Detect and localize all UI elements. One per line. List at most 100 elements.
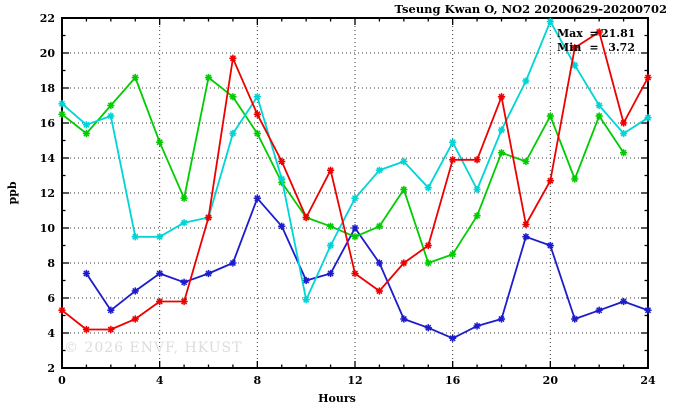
series-green-marker (180, 194, 188, 202)
x-tick-label: 16 (445, 374, 461, 387)
y-tick-label: 16 (40, 117, 56, 130)
series-blue-marker (156, 269, 164, 278)
series-cyan-marker (351, 194, 359, 202)
series-blue-marker (400, 315, 408, 323)
series-green-marker (424, 259, 432, 267)
series-cyan-marker (253, 93, 261, 101)
series-blue-line (85, 197, 649, 340)
series-red-marker (449, 156, 457, 164)
series-red-marker (424, 241, 432, 250)
series-red-marker (644, 73, 652, 82)
y-tick-label: 12 (40, 187, 55, 200)
series-blue-marker (522, 233, 530, 241)
series-red-marker (204, 213, 213, 222)
y-tick-label: 6 (47, 292, 55, 305)
series-green-marker (449, 250, 457, 258)
series-blue-marker (82, 269, 91, 278)
series-blue-marker (619, 297, 628, 306)
y-tick-label: 14 (40, 152, 56, 165)
series-cyan-marker (400, 157, 408, 166)
series-cyan-marker (156, 233, 164, 241)
y-tick-label: 4 (47, 327, 55, 340)
series-red-marker (522, 220, 530, 229)
series-blue-marker (278, 222, 286, 230)
series-cyan-marker (326, 241, 335, 250)
series-blue-marker (497, 315, 506, 323)
y-axis-title: ppb (6, 181, 19, 205)
legend-min-label: Min (557, 40, 582, 54)
chart-title: Tseung Kwan O, NO2 20200629-20200702 (394, 2, 667, 16)
series-red-marker (82, 325, 91, 334)
series-green-marker (619, 149, 628, 157)
watermark-text: © 2026 ENVF, HKUST (64, 340, 243, 356)
series-cyan-marker (571, 61, 579, 69)
series-blue-marker (644, 306, 652, 314)
legend-min-value: 3.72 (608, 40, 635, 54)
max-min-legend: Max = 21.81 Min = 3.72 (557, 27, 635, 54)
legend-min-eq: = (589, 40, 599, 54)
series-red-marker (497, 93, 506, 101)
series-green-marker (82, 129, 91, 138)
series-blue-marker (204, 269, 213, 278)
series-green-marker (131, 73, 139, 82)
series-cyan-marker (473, 185, 481, 194)
series-green-marker (473, 212, 481, 220)
series-blue-marker (375, 259, 384, 267)
series-green-marker (497, 149, 506, 157)
series-cyan-marker (107, 112, 115, 120)
legend-min-row: Min = 3.72 (557, 41, 635, 55)
series-blue-marker (326, 269, 335, 278)
series-red-marker (302, 213, 310, 222)
series-cyan-marker (522, 77, 530, 85)
y-tick-label: 18 (40, 82, 56, 95)
x-tick-label: 12 (347, 374, 362, 387)
series-green-marker (595, 112, 603, 120)
series-green-marker (229, 93, 237, 101)
series-red-marker (278, 157, 286, 166)
series-cyan-marker (302, 296, 310, 304)
series-blue-marker (131, 287, 139, 295)
legend-max-row: Max = 21.81 (557, 27, 635, 41)
series-green-marker (546, 112, 554, 120)
series-red-marker (351, 269, 359, 278)
series-blue-marker (107, 306, 115, 314)
series-cyan-marker (82, 121, 91, 129)
series-blue-marker (229, 259, 237, 267)
series-green-marker (204, 73, 213, 82)
series-red-marker (375, 287, 384, 295)
series-red-marker (229, 54, 237, 62)
series-green-marker (375, 222, 384, 230)
series-blue-marker (302, 276, 310, 285)
series-blue-marker (424, 324, 432, 332)
y-tick-label: 20 (40, 47, 56, 60)
series-cyan-marker (595, 101, 603, 110)
series-cyan-marker (180, 219, 188, 227)
series-cyan-marker (497, 126, 506, 134)
series-cyan-marker (644, 114, 652, 122)
series-blue-marker (351, 224, 359, 232)
legend-max-eq: = (589, 27, 599, 40)
series-red-marker (58, 306, 66, 314)
series-green-marker (326, 222, 335, 230)
series-red-marker (571, 44, 579, 52)
series-green-marker (400, 185, 408, 194)
series-red-marker (619, 119, 628, 127)
series-green-marker (156, 138, 164, 146)
series-red-marker (595, 28, 603, 36)
series-red-marker (253, 110, 261, 118)
series-green-marker (522, 157, 530, 166)
legend-max-value: 21.81 (601, 27, 636, 40)
x-tick-label: 20 (543, 374, 559, 387)
series-green-marker (253, 129, 261, 138)
series-blue-marker (473, 322, 481, 330)
series-red-marker (326, 166, 335, 174)
series-blue-marker (449, 334, 457, 342)
series-cyan-marker (229, 129, 237, 138)
y-tick-label: 10 (40, 222, 56, 235)
series-cyan-marker (131, 233, 139, 241)
series-red-marker (131, 315, 139, 323)
series-blue-marker (546, 241, 554, 250)
series-blue-marker (253, 194, 261, 202)
series-cyan-marker (449, 138, 457, 146)
